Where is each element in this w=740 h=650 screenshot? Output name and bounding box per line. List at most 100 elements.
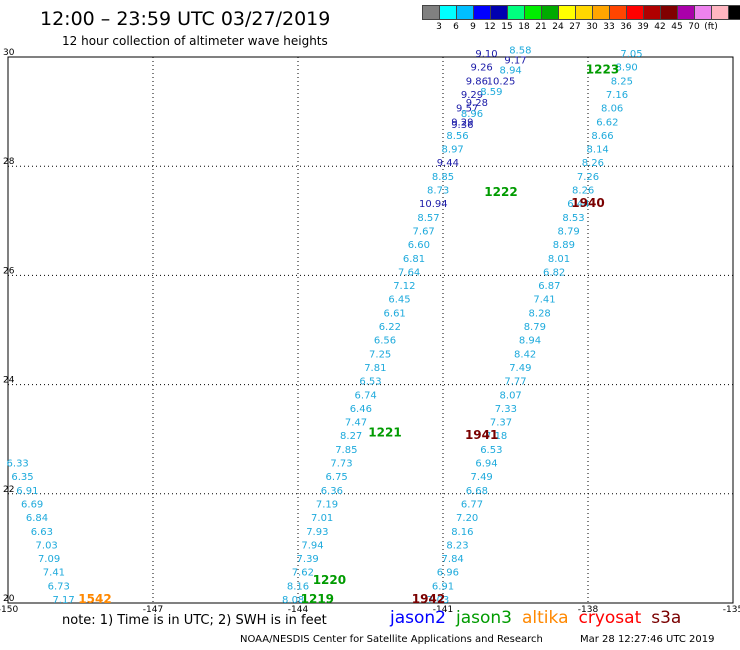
color-scale-label: 39 [637,22,649,32]
wave-height-label: 8.94 [500,65,522,76]
wave-height-label: 6.75 [326,472,348,483]
legend-item-s3a: s3a [651,608,682,628]
wave-height-label: 6.91 [16,486,38,497]
wave-height-label: 9.86 [466,76,488,87]
color-scale-label: 6 [453,22,459,32]
color-scale-swatch [728,5,740,20]
satellite-legend: jason2 jason3 altika cryosat s3a [390,608,691,628]
wave-height-label: 8.06 [601,104,623,115]
legend-item-jason2: jason2 [390,608,446,628]
color-scale-label: 15 [501,22,513,32]
wave-height-label: 6.63 [31,527,53,538]
wave-height-label: 6.77 [461,499,483,510]
color-scale-label: 42 [654,22,666,32]
wave-height-label: 7.94 [301,540,323,551]
x-tick-label: -150 [0,605,18,615]
plot-frame [7,56,734,604]
color-scale-label: 9 [470,22,476,32]
color-scale-labels: 3 6 9 12 15 18 21 24 27 30 33 36 39 42 45 70 (ft) [422,22,728,34]
legend-item-jason3: jason3 [456,608,512,628]
color-scale [422,5,740,20]
wave-height-label: 8.79 [524,322,546,333]
wave-height-label: 10.25 [487,76,516,87]
wave-height-label: 7.18 [485,431,507,442]
wave-height-label: 6.36 [321,486,343,497]
wave-height-label: 7.67 [413,226,435,237]
wave-height-label: 8.96 [461,109,483,120]
pass-time-label: 1942 [412,592,445,606]
wave-height-label: 7.49 [471,472,493,483]
wave-height-label: 8.57 [417,213,439,224]
y-tick-label: 26 [3,266,15,276]
wave-height-label: 6.84 [26,513,48,524]
wave-height-label: 8.16 [451,527,473,538]
color-scale-label: 45 [671,22,683,32]
wave-height-label: 6.68 [466,486,488,497]
footer-timestamp: Mar 28 12:27:46 UTC 2019 [580,634,715,645]
y-tick-label: 20 [3,594,15,604]
wave-height-label: 9.57 [456,104,478,115]
wave-height-label: 6.44 [567,199,589,210]
wave-height-label: 7.49 [509,363,531,374]
wave-height-label: 6.73 [48,581,70,592]
wave-height-label: 6.96 [437,568,459,579]
wave-height-label: 8.01 [548,254,570,265]
wave-height-label: 8.58 [509,46,531,57]
color-scale-label: 12 [484,22,496,32]
wave-height-label: 7.85 [335,445,357,456]
wave-height-label: 7.20 [456,513,478,524]
wave-height-label: 6.22 [379,322,401,333]
wave-height-label: 8.26 [582,158,604,169]
x-tick-label: -147 [143,605,163,615]
units-note: note: 1) Time is in UTC; 2) SWH is in fe… [62,613,327,628]
x-tick-label: -138 [578,605,599,615]
wave-height-label: 6.91 [432,581,454,592]
y-tick-label: 22 [3,485,14,495]
wave-height-label: 9.29 [451,117,473,128]
wave-height-label: 7.12 [393,281,415,292]
wave-height-label: 7.16 [606,90,628,101]
wave-height-label: 8.28 [529,308,551,319]
wave-height-label: 7.33 [495,404,517,415]
wave-height-label: 6.45 [388,295,410,306]
wave-height-label: 6.35 [11,472,33,483]
wave-height-label: 7.93 [306,527,328,538]
wave-height-label: 7.19 [316,499,338,510]
wave-height-label: 6.53 [359,377,381,388]
wave-height-label: 6.87 [538,281,560,292]
y-tick-label: 30 [3,48,15,58]
wave-height-label: 8.90 [616,63,638,74]
wave-height-label: 8.53 [562,213,584,224]
wave-height-label: 8.73 [427,186,449,197]
footer-credit: NOAA/NESDIS Center for Satellite Applica… [240,634,543,645]
x-tick-label: -141 [433,605,453,615]
color-scale-label: 18 [518,22,530,32]
wave-height-label: 8.66 [591,131,613,142]
pass-time-label: 1220 [313,573,346,587]
wave-height-label: 8.85 [432,172,454,183]
wave-height-label: 6.69 [21,499,43,510]
color-scale-label: 33 [603,22,615,32]
color-scale-label: 27 [569,22,581,32]
wave-height-label: 8.59 [480,87,502,98]
wave-height-label: 7.62 [292,568,314,579]
pass-time-label: 1221 [368,425,401,439]
y-tick-label: 24 [3,376,15,386]
color-scale-label: 36 [620,22,632,32]
wave-height-label: 8.14 [587,145,609,156]
legend-item-altika: altika [522,608,569,628]
wave-height-label: 8.79 [558,226,580,237]
wave-height-label: 7.39 [297,554,319,565]
wave-height-label: 6.33 [7,459,29,470]
wave-height-label: 8.56 [446,131,468,142]
wave-height-label: 7.17 [52,595,74,606]
pass-time-label: 1940 [571,196,604,210]
wave-height-label: 6.53 [480,445,502,456]
wave-height-label: 8.89 [553,240,575,251]
wave-height-label: 8.97 [442,145,464,156]
wave-height-label: 8.27 [340,431,362,442]
wave-height-label: 7.05 [620,49,642,60]
wave-height-label: 6.60 [408,240,430,251]
wave-height-label: 10.94 [419,199,448,210]
